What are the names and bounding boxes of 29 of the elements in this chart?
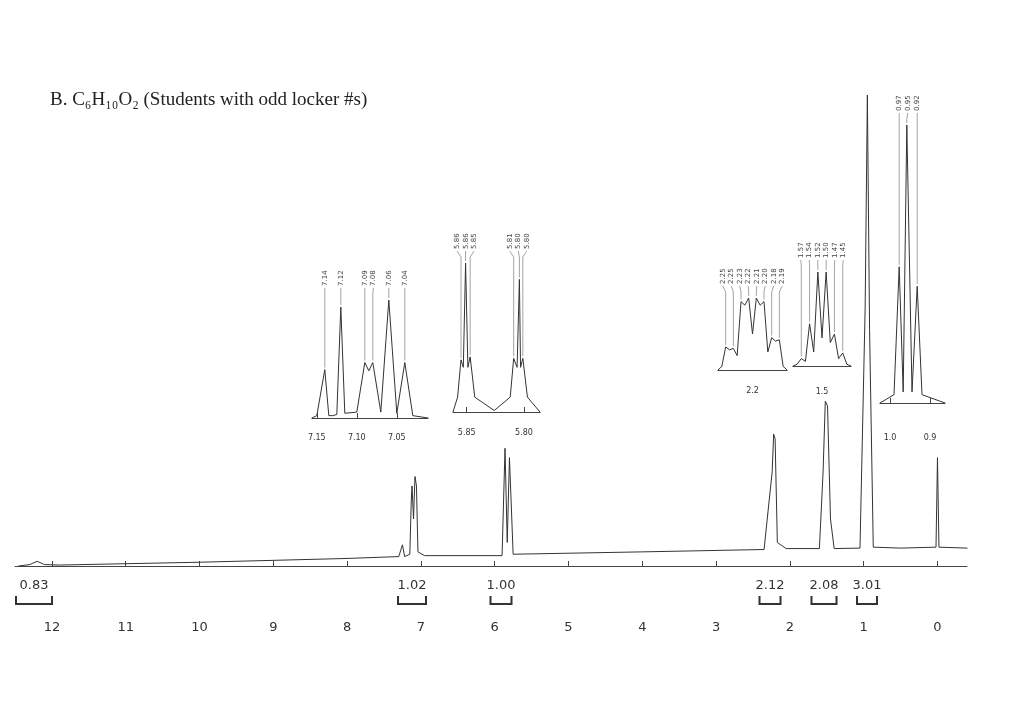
- x-tick-label: 1: [859, 619, 868, 634]
- x-tick-label: 10: [191, 619, 208, 634]
- x-axis-title: 2.2: [746, 385, 759, 395]
- x-tick-label: 5: [564, 619, 573, 634]
- x-tick-label: 12: [43, 619, 61, 634]
- x-axis-title: 1.5: [815, 386, 829, 396]
- x-tick-label: 7.10: [347, 432, 366, 442]
- text: 1.02: [397, 577, 427, 592]
- text: 2.08: [809, 577, 839, 592]
- x-tick-label: 3: [711, 619, 721, 634]
- text: 2.12: [755, 577, 785, 592]
- x-tick-label: 7: [416, 619, 426, 634]
- chart-title: B. C₆H₁₀O₂ (Students with odd locker #s): [50, 88, 368, 110]
- x-tick-label: 5.80: [515, 427, 533, 437]
- x-tick-label: 0: [933, 619, 942, 634]
- x-tick-label: 8: [342, 619, 352, 634]
- x-tick-label: 9: [269, 619, 278, 634]
- x-tick-label: 4: [638, 619, 647, 634]
- text: 0.83: [19, 577, 49, 592]
- x-tick-label: 2: [785, 619, 795, 634]
- x-tick-label: 5.85: [457, 427, 476, 437]
- x-tick-label: 7.15: [307, 432, 326, 442]
- x-tick-label: 6: [490, 619, 499, 634]
- text: 3.01: [852, 577, 882, 592]
- text: 1.00: [486, 577, 516, 592]
- x-tick-label: 1.0: [883, 432, 897, 442]
- x-tick-label: 11: [117, 619, 134, 634]
- x-tick-label: 7.05: [387, 432, 406, 442]
- x-tick-label: 0.9: [923, 432, 937, 442]
